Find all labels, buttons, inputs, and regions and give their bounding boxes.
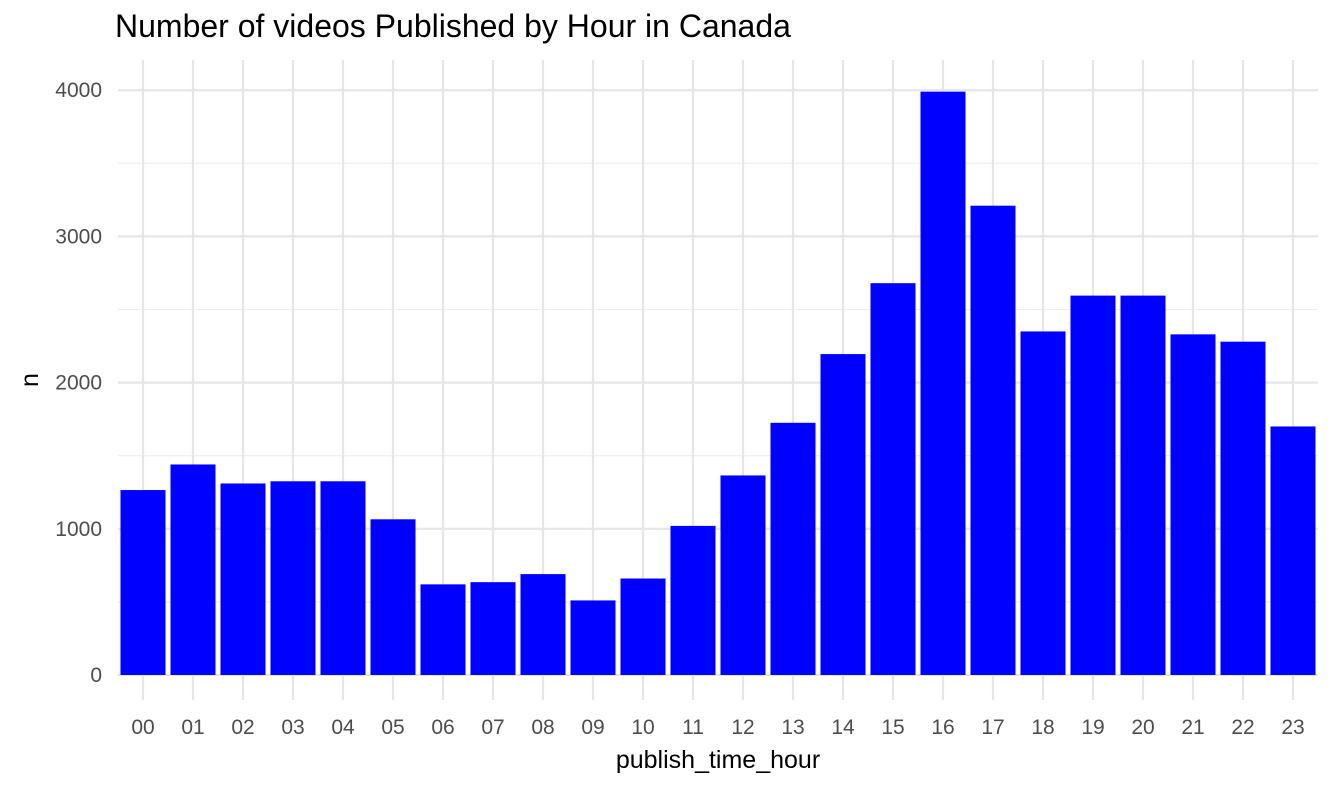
bar-15 (870, 283, 916, 675)
y-axis-ticks: 0 1000 2000 3000 4000 (55, 79, 102, 687)
x-tick-label: 19 (1081, 716, 1104, 739)
x-tick-label: 21 (1181, 716, 1204, 739)
x-tick-label: 14 (831, 716, 855, 739)
bar-16 (920, 91, 966, 676)
x-tick-label: 18 (1031, 716, 1054, 739)
x-tick-label: 17 (981, 716, 1004, 739)
bar-01 (170, 464, 216, 675)
x-tick-label: 10 (631, 716, 654, 739)
bar-12 (720, 475, 766, 675)
bar-20 (1120, 295, 1166, 675)
x-tick-label: 23 (1281, 716, 1304, 739)
x-tick-label: 11 (682, 716, 704, 739)
x-tick-label: 03 (281, 716, 304, 739)
x-tick-label: 09 (581, 716, 604, 739)
bar-21 (1170, 334, 1216, 675)
bar-05 (370, 519, 416, 675)
bars (120, 91, 1316, 676)
y-tick-label: 1000 (55, 518, 102, 541)
x-tick-label: 22 (1231, 716, 1254, 739)
bar-22 (1220, 341, 1266, 675)
x-tick-label: 08 (531, 716, 554, 739)
bar-04 (320, 481, 366, 675)
bar-03 (270, 481, 316, 675)
bar-23 (1270, 426, 1316, 675)
bar-10 (620, 578, 666, 675)
y-tick-label: 2000 (55, 372, 102, 395)
x-tick-label: 07 (481, 716, 504, 739)
bar-14 (820, 354, 866, 675)
x-tick-label: 01 (181, 716, 204, 739)
x-tick-label: 12 (731, 716, 754, 739)
x-tick-label: 04 (331, 716, 355, 739)
y-tick-label: 4000 (55, 79, 102, 102)
bar-07 (470, 582, 516, 675)
x-tick-label: 05 (381, 716, 404, 739)
x-tick-label: 06 (431, 716, 454, 739)
chart-title: Number of videos Published by Hour in Ca… (115, 8, 791, 44)
bar-11 (670, 525, 716, 675)
y-tick-label: 0 (90, 664, 102, 687)
bar-02 (220, 483, 266, 675)
bar-13 (770, 422, 816, 675)
x-tick-label: 02 (231, 716, 254, 739)
y-axis-title: n (16, 373, 44, 387)
x-tick-label: 15 (881, 716, 904, 739)
x-tick-label: 00 (131, 716, 154, 739)
bar-00 (120, 490, 166, 675)
bar-18 (1020, 331, 1066, 675)
x-tick-label: 13 (781, 716, 804, 739)
bar-09 (570, 600, 616, 675)
x-axis-title: publish_time_hour (616, 746, 820, 774)
x-tick-label: 16 (931, 716, 954, 739)
y-tick-label: 3000 (55, 225, 102, 248)
bar-08 (520, 574, 566, 675)
bar-19 (1070, 295, 1116, 675)
x-tick-label: 20 (1131, 716, 1154, 739)
bar-17 (970, 205, 1016, 675)
bar-06 (420, 584, 466, 675)
x-axis-ticks: 00 01 02 03 04 05 06 07 08 09 10 11 12 13 14 15 16 17 18 19… (131, 716, 1304, 739)
